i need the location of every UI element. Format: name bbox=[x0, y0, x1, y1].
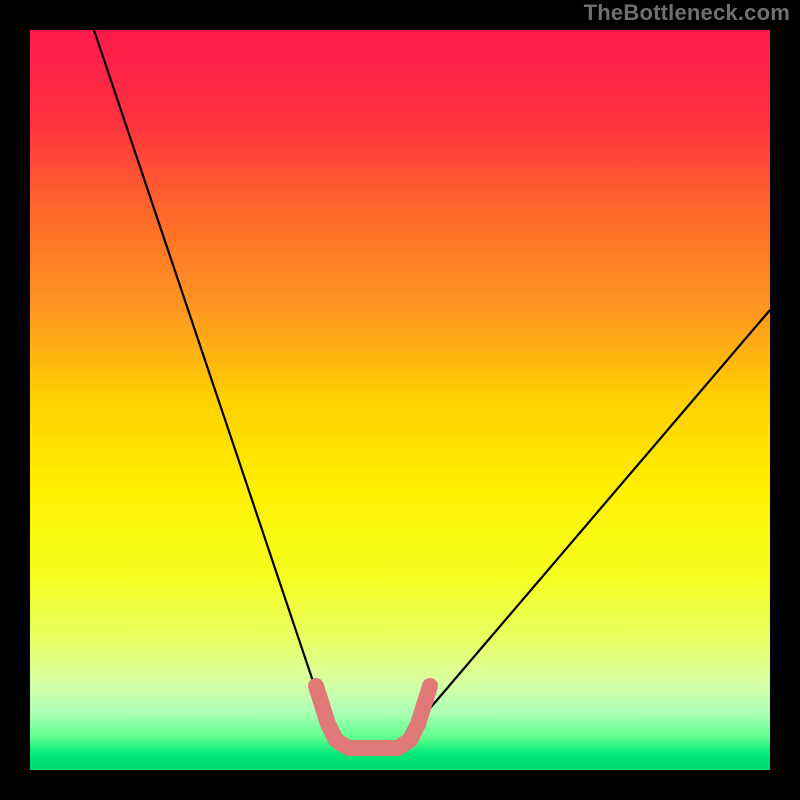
chart-canvas: TheBottleneck.com bbox=[0, 0, 800, 800]
chart-svg bbox=[0, 0, 800, 800]
watermark-text: TheBottleneck.com bbox=[584, 0, 790, 26]
plot-background bbox=[30, 30, 770, 770]
